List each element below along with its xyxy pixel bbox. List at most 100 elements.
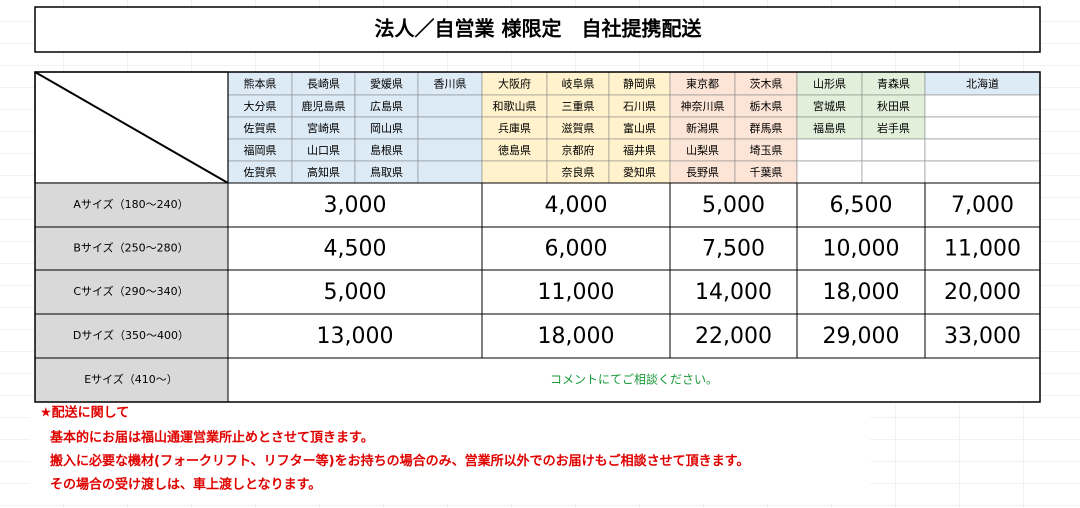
- prefecture: 福島県: [813, 121, 846, 135]
- prefecture-cell: [924, 160, 1041, 184]
- prefecture: 愛媛県: [370, 77, 403, 91]
- prefecture-cell: [924, 116, 1041, 140]
- price: 13,000: [317, 324, 394, 349]
- prefecture: 愛知県: [623, 165, 656, 179]
- price-cell: [227, 182, 483, 228]
- prefecture: 鹿児島県: [302, 99, 346, 113]
- title-box: [34, 6, 1041, 53]
- prefecture: 大分県: [244, 99, 277, 113]
- prefecture: 静岡県: [623, 77, 656, 91]
- price-cell: [669, 313, 798, 359]
- price-cell: [924, 226, 1041, 271]
- prefecture-cell: [924, 94, 1041, 118]
- price: 4,500: [324, 237, 387, 262]
- prefecture-cell: [861, 160, 926, 184]
- prefecture: 兵庫県: [498, 121, 531, 135]
- prefecture: 富山県: [623, 121, 656, 135]
- prefecture: 島根県: [370, 143, 403, 157]
- table-border: [34, 71, 1041, 403]
- prefecture: 長野県: [686, 166, 719, 179]
- consult-note: コメントにてご相談ください。: [550, 372, 718, 387]
- prefecture: 佐賀県: [244, 165, 277, 179]
- prefecture: 千葉県: [750, 165, 783, 179]
- prefecture: 新潟県: [686, 121, 719, 135]
- prefecture: 香川県: [434, 78, 467, 91]
- prefecture-cell: [796, 138, 863, 162]
- price: 29,000: [823, 324, 900, 349]
- price: 6,000: [545, 237, 608, 262]
- prefecture: 宮城県: [813, 99, 846, 113]
- notes-background: [30, 404, 870, 504]
- prefecture: 佐賀県: [244, 121, 277, 135]
- price: 22,000: [695, 324, 772, 349]
- prefecture: 三重県: [562, 99, 595, 113]
- prefecture: 京都府: [562, 143, 595, 157]
- prefecture: 大阪府: [498, 77, 531, 91]
- size-label: Bサイズ（250～280）: [73, 241, 188, 255]
- notes-line: 搬入に必要な機材(フォークリフト、リフター等)をお持ちの場合のみ、営業所以外での…: [50, 453, 749, 469]
- prefecture: 奈良県: [562, 165, 595, 179]
- price: 18,000: [538, 324, 615, 349]
- prefecture: 福岡県: [244, 143, 277, 157]
- price: 6,500: [830, 193, 893, 218]
- prefecture: 山形県: [813, 78, 846, 91]
- prefecture: 山口県: [307, 144, 340, 157]
- notes-line: 基本的にお届は福山通運営業所止めとさせて頂きます。: [49, 430, 374, 446]
- prefecture-cell: [796, 160, 863, 184]
- price-cell: [481, 226, 671, 271]
- prefecture: 青森県: [877, 77, 910, 91]
- price: 33,000: [944, 324, 1021, 349]
- price-cell: [669, 226, 798, 271]
- notes-heading: ★配送に関して: [40, 405, 129, 421]
- prefecture: 神奈川県: [681, 99, 725, 113]
- prefecture: 鳥取県: [370, 165, 403, 179]
- prefecture-cell: [417, 160, 483, 184]
- prefecture: 東京都: [686, 77, 719, 91]
- price: 14,000: [695, 280, 772, 305]
- price: 11,000: [538, 280, 615, 305]
- price-cell: [227, 226, 483, 271]
- prefecture: 岐阜県: [562, 78, 595, 91]
- prefecture-cell: [417, 94, 483, 118]
- price-cell: [796, 182, 926, 228]
- price: 5,000: [702, 193, 765, 218]
- price-cell: [796, 313, 926, 359]
- price: 18,000: [823, 280, 900, 305]
- prefecture: 石川県: [623, 100, 656, 113]
- size-label-cell: [34, 313, 229, 359]
- prefecture-cell: [924, 138, 1041, 162]
- prefecture: 秋田県: [877, 99, 910, 113]
- prefecture: 北海道: [966, 77, 999, 91]
- prefecture: 和歌山県: [493, 99, 537, 113]
- price-cell: [481, 182, 671, 228]
- price-cell: [669, 269, 798, 315]
- prefecture: 福井県: [623, 143, 656, 157]
- prefecture: 岡山県: [370, 122, 403, 135]
- size-label: Dサイズ（350～400）: [73, 328, 189, 342]
- prefecture: 山梨県: [686, 143, 719, 157]
- size-label: Cサイズ（290～340）: [73, 284, 188, 298]
- prefecture: 徳島県: [498, 143, 531, 157]
- prefecture-cell: [481, 160, 548, 184]
- price-cell: [924, 182, 1041, 228]
- price: 3,000: [324, 193, 387, 218]
- price: 20,000: [944, 280, 1021, 305]
- prefecture: 宮崎県: [307, 121, 340, 135]
- prefecture-cell: [861, 138, 926, 162]
- price-cell: [924, 313, 1041, 359]
- price: 5,000: [324, 280, 387, 305]
- prefecture: 熊本県: [244, 77, 277, 91]
- size-label: Aサイズ（180～240）: [73, 197, 188, 211]
- price-cell: [669, 182, 798, 228]
- prefecture: 高知県: [307, 165, 340, 179]
- prefecture-cell: [417, 138, 483, 162]
- price: 10,000: [823, 237, 900, 262]
- prefecture: 滋賀県: [562, 122, 595, 135]
- price-cell: [796, 226, 926, 271]
- title: 法人／自営業 様限定 自社提携配送: [375, 17, 703, 41]
- prefecture: 茨木県: [750, 77, 783, 91]
- prefecture: 岩手県: [877, 121, 910, 135]
- price-cell: [227, 313, 483, 359]
- prefecture: 栃木県: [750, 99, 783, 113]
- prefecture: 広島県: [370, 99, 403, 113]
